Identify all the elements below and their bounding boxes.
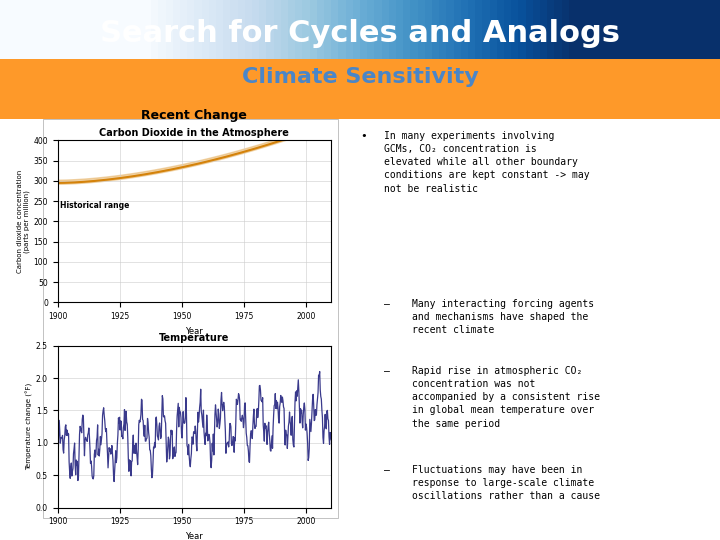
- Text: Fluctuations may have been in
response to large-scale climate
oscillations rathe: Fluctuations may have been in response t…: [412, 465, 600, 501]
- Text: Rapid rise in atmospheric CO₂
concentration was not
accompanied by a consistent : Rapid rise in atmospheric CO₂ concentrat…: [412, 366, 600, 429]
- Y-axis label: Temperature change (°F): Temperature change (°F): [26, 383, 33, 470]
- Text: •: •: [360, 131, 366, 141]
- Text: In many experiments involving
GCMs, CO₂ concentration is
elevated while all othe: In many experiments involving GCMs, CO₂ …: [384, 131, 590, 193]
- Text: –: –: [384, 366, 390, 376]
- Text: Recent Change: Recent Change: [141, 109, 248, 122]
- X-axis label: Year: Year: [186, 532, 203, 540]
- Y-axis label: Carbon dioxide concentration
(parts per million): Carbon dioxide concentration (parts per …: [17, 170, 30, 273]
- Text: Many interacting forcing agents
and mechanisms have shaped the
recent climate: Many interacting forcing agents and mech…: [412, 299, 594, 335]
- X-axis label: Year: Year: [186, 327, 203, 336]
- Title: Temperature: Temperature: [159, 333, 230, 343]
- Text: Climate Sensitivity: Climate Sensitivity: [242, 67, 478, 87]
- Text: –: –: [384, 299, 390, 309]
- Text: –: –: [384, 465, 390, 475]
- Text: Search for Cycles and Analogs: Search for Cycles and Analogs: [100, 19, 620, 48]
- Title: Carbon Dioxide in the Atmosphere: Carbon Dioxide in the Atmosphere: [99, 128, 289, 138]
- Text: Historical range: Historical range: [60, 201, 130, 210]
